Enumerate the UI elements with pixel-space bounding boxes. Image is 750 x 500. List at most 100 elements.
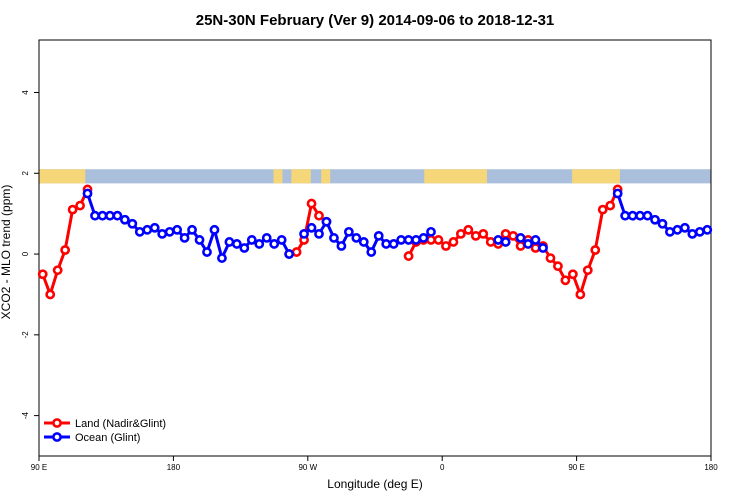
data-point bbox=[508, 230, 519, 241]
data-point bbox=[336, 241, 347, 251]
data-point bbox=[82, 188, 93, 199]
data-point bbox=[687, 228, 698, 239]
axes: 90 E 180 90 W 0 90 E 180 -4 -2 0 2 4 bbox=[21, 39, 718, 472]
x-tick-label: 180 bbox=[704, 463, 718, 472]
data-point bbox=[478, 228, 489, 239]
data-point bbox=[276, 235, 287, 245]
data-point bbox=[642, 210, 653, 221]
data-point bbox=[314, 228, 324, 239]
data-point bbox=[37, 269, 48, 280]
data-point bbox=[269, 239, 280, 249]
data-point bbox=[411, 235, 421, 245]
data-point bbox=[45, 289, 56, 300]
data-point bbox=[381, 239, 392, 249]
data-point bbox=[657, 218, 668, 229]
data-point bbox=[388, 239, 399, 249]
land-band-segment bbox=[291, 169, 311, 184]
data-point bbox=[351, 233, 362, 243]
x-tick-label: 90 E bbox=[568, 463, 584, 472]
data-point bbox=[291, 247, 302, 257]
data-point bbox=[306, 198, 317, 209]
series-ocean bbox=[82, 188, 713, 263]
y-tick-label: -2 bbox=[21, 331, 30, 339]
data-point bbox=[134, 226, 145, 237]
data-point bbox=[463, 224, 474, 235]
data-point bbox=[127, 218, 138, 229]
data-point bbox=[231, 239, 242, 249]
data-point bbox=[209, 224, 220, 235]
data-point bbox=[530, 235, 541, 245]
data-point bbox=[179, 233, 190, 243]
data-point bbox=[403, 235, 414, 245]
data-point bbox=[112, 210, 123, 221]
data-point bbox=[515, 233, 526, 243]
series-land bbox=[37, 184, 623, 300]
data-point bbox=[679, 222, 690, 233]
data-point bbox=[75, 200, 85, 211]
data-point bbox=[321, 216, 332, 227]
data-point bbox=[590, 245, 601, 255]
data-point bbox=[582, 265, 593, 276]
data-point bbox=[105, 210, 115, 221]
data-point bbox=[314, 210, 324, 221]
data-point bbox=[97, 210, 108, 221]
data-point bbox=[538, 243, 548, 253]
data-point bbox=[493, 235, 504, 245]
land-band-segment bbox=[424, 169, 487, 184]
y-axis-title: XCO2 - MLO trend (ppm) bbox=[0, 185, 13, 320]
ocean-band bbox=[39, 169, 711, 184]
data-point bbox=[224, 237, 235, 247]
y-tick-label: 2 bbox=[21, 171, 30, 176]
data-point bbox=[284, 249, 295, 259]
legend-label: Land (Nadir&Glint) bbox=[75, 418, 166, 430]
legend-marker bbox=[52, 418, 62, 428]
data-point bbox=[612, 188, 623, 199]
data-point bbox=[164, 226, 175, 237]
data-point bbox=[157, 228, 168, 239]
data-point bbox=[426, 235, 436, 245]
data-point bbox=[665, 226, 675, 237]
data-point bbox=[635, 210, 645, 221]
data-point bbox=[343, 226, 354, 237]
plot-frame bbox=[38, 39, 712, 457]
data-point bbox=[418, 233, 429, 243]
chart-title: 25N-30N February (Ver 9) 2014-09-06 to 2… bbox=[196, 12, 555, 29]
land-band-segment bbox=[273, 169, 283, 184]
x-tick-label: 180 bbox=[167, 463, 181, 472]
data-point bbox=[90, 210, 100, 221]
data-point bbox=[500, 237, 511, 247]
data-point bbox=[373, 230, 384, 241]
series-layer bbox=[37, 184, 713, 300]
land-ocean-bar bbox=[39, 169, 711, 184]
data-point bbox=[545, 253, 556, 263]
data-point bbox=[329, 233, 339, 243]
data-point bbox=[523, 239, 533, 249]
data-point bbox=[575, 289, 586, 300]
land-band-segment bbox=[572, 169, 620, 184]
data-point bbox=[52, 265, 63, 276]
data-point bbox=[605, 200, 616, 211]
land-band-segment bbox=[39, 169, 86, 184]
data-point bbox=[530, 243, 541, 253]
data-point bbox=[149, 222, 160, 233]
data-point bbox=[515, 241, 526, 251]
data-point bbox=[142, 224, 153, 235]
data-point bbox=[620, 210, 631, 221]
data-point bbox=[187, 224, 197, 235]
legend-marker bbox=[52, 432, 62, 442]
data-point bbox=[553, 261, 563, 272]
data-point bbox=[67, 204, 78, 215]
data-point bbox=[448, 237, 459, 247]
data-point bbox=[470, 230, 481, 241]
data-point bbox=[246, 235, 257, 245]
data-point bbox=[702, 224, 713, 235]
data-point bbox=[403, 251, 414, 261]
data-point bbox=[299, 228, 309, 239]
y-tick-label: -4 bbox=[21, 412, 30, 420]
land-band-segment bbox=[321, 169, 331, 184]
data-point bbox=[455, 228, 466, 239]
y-tick-label: 0 bbox=[21, 251, 30, 256]
data-point bbox=[441, 241, 451, 251]
data-point bbox=[261, 233, 272, 243]
